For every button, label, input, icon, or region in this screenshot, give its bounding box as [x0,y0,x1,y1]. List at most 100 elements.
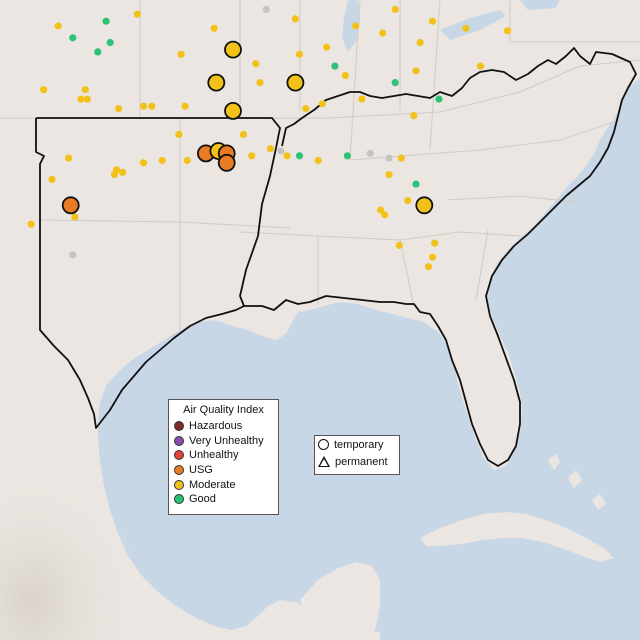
permanent-monitor-marker[interactable] [331,62,339,70]
permanent-monitor-marker[interactable] [69,34,77,42]
permanent-monitor-marker[interactable] [314,156,322,165]
permanent-monitor-marker[interactable] [133,10,141,18]
legend-item-label: Very Unhealthy [189,434,264,447]
permanent-monitor-marker[interactable] [239,130,247,139]
permanent-monitor-marker[interactable] [115,105,123,113]
legend-swatch-icon [174,494,184,505]
permanent-monitor-marker[interactable] [323,43,331,51]
temporary-monitor-marker[interactable] [61,196,80,215]
permanent-monitor-marker[interactable] [256,79,264,87]
permanent-monitor-marker[interactable] [181,102,189,110]
legend-swatch-icon [174,450,184,461]
permanent-monitor-marker[interactable] [435,95,443,103]
temporary-monitor-marker[interactable] [415,196,434,215]
temporary-monitor-marker[interactable] [217,153,236,172]
permanent-monitor-marker[interactable] [252,60,260,68]
aqi-legend: Air Quality Index Hazardous Very Unhealth… [168,399,279,515]
permanent-monitor-marker[interactable] [210,24,218,32]
permanent-monitor-marker[interactable] [283,152,291,160]
permanent-monitor-marker[interactable] [412,67,420,75]
permanent-monitor-marker[interactable] [385,154,393,162]
region-outline [36,47,637,467]
permanent-monitor-marker[interactable] [83,95,91,103]
permanent-monitor-marker[interactable] [476,62,485,70]
permanent-monitor-marker[interactable] [295,152,304,160]
permanent-monitor-marker[interactable] [462,24,470,32]
permanent-monitor-marker[interactable] [404,197,412,205]
permanent-monitor-marker[interactable] [377,206,385,214]
permanent-monitor-marker[interactable] [291,15,299,23]
permanent-monitor-marker[interactable] [65,154,73,162]
legend-permanent-label: permanent [335,455,388,468]
temporary-monitor-marker[interactable] [286,73,305,92]
permanent-monitor-marker[interactable] [503,27,512,35]
legend-rows: Hazardous Very Unhealthy Unhealthy USG Moder… [169,419,278,507]
legend-swatch-icon [174,479,184,490]
monitor-type-legend: temporary permanent [314,435,400,475]
permanent-monitor-marker[interactable] [395,241,403,249]
legend-swatch-icon [174,465,184,476]
permanent-monitor-marker[interactable] [248,152,256,160]
permanent-monitor-marker[interactable] [48,175,56,183]
permanent-monitor-marker[interactable] [424,263,433,271]
permanent-monitor-marker[interactable] [54,22,62,30]
permanent-monitor-marker[interactable] [431,239,439,247]
permanent-monitor-marker[interactable] [412,180,420,188]
permanent-monitor-marker[interactable] [358,95,366,103]
permanent-monitor-marker[interactable] [277,147,285,155]
land-yucatan [300,562,380,640]
permanent-monitor-marker[interactable] [119,168,127,176]
monitor-markers [27,5,512,271]
permanent-monitor-marker[interactable] [71,213,79,221]
permanent-monitor-marker[interactable] [183,156,191,165]
permanent-monitor-marker[interactable] [110,171,118,179]
permanent-monitor-marker[interactable] [266,145,274,153]
permanent-monitor-marker[interactable] [177,50,185,58]
permanent-monitor-marker[interactable] [40,86,48,94]
permanent-monitor-marker[interactable] [381,211,389,219]
permanent-monitor-marker[interactable] [262,5,270,13]
legend-item: Very Unhealthy [169,434,278,449]
permanent-monitor-marker[interactable] [175,130,183,139]
permanent-monitor-marker[interactable] [318,100,326,108]
permanent-monitor-marker[interactable] [295,50,304,58]
permanent-monitor-marker[interactable] [302,105,310,113]
permanent-monitor-marker[interactable] [341,71,349,80]
legend-item: USG [169,463,278,478]
permanent-monitor-marker[interactable] [69,251,77,259]
permanent-monitor-marker[interactable] [27,220,35,228]
temporary-monitor-marker[interactable] [224,102,242,120]
permanent-monitor-marker[interactable] [379,29,387,37]
permanent-monitor-marker[interactable] [391,79,399,87]
permanent-monitor-marker[interactable] [391,5,399,13]
permanent-monitor-marker[interactable] [148,102,156,110]
permanent-monitor-marker[interactable] [139,159,148,167]
legend-swatch-icon [174,421,184,432]
permanent-monitor-marker[interactable] [94,48,102,56]
permanent-monitor-marker[interactable] [106,38,114,47]
temporary-monitor-marker[interactable] [224,40,242,59]
permanent-monitor-marker[interactable] [385,171,393,179]
permanent-monitor-marker[interactable] [139,102,148,110]
legend-item-label: Hazardous [189,420,243,433]
permanent-monitor-marker[interactable] [429,17,437,25]
permanent-monitor-marker[interactable] [410,112,418,120]
permanent-monitor-marker[interactable] [81,86,89,94]
permanent-monitor-marker[interactable] [352,22,360,30]
legend-item-label: USG [189,464,213,477]
circle-icon [318,439,329,450]
permanent-monitor-marker[interactable] [429,253,437,261]
legend-item: Good [169,492,278,507]
permanent-monitor-marker[interactable] [343,152,351,160]
permanent-monitor-marker[interactable] [77,95,85,103]
temporary-monitor-marker[interactable] [207,73,226,92]
permanent-monitor-marker[interactable] [158,156,166,165]
permanent-monitor-marker[interactable] [366,149,374,157]
permanent-monitor-marker[interactable] [397,154,405,162]
triangle-icon [318,456,330,467]
permanent-monitor-marker[interactable] [102,17,110,25]
land-cuba [420,512,614,562]
permanent-monitor-marker[interactable] [416,38,424,47]
